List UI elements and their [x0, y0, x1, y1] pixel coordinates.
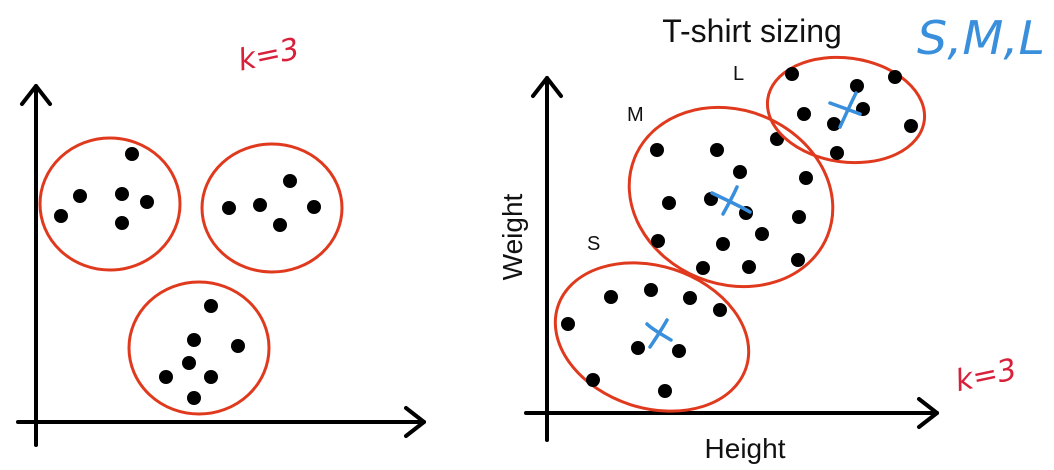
right-k-annotation: k=3	[952, 352, 1020, 399]
cluster-s: S	[553, 233, 751, 413]
right-y-arrowhead	[531, 76, 563, 98]
data-point	[204, 299, 218, 313]
data-point	[586, 373, 600, 387]
data-point	[273, 218, 287, 232]
data-point	[904, 119, 918, 133]
cluster-m-label: M	[627, 104, 644, 126]
data-point	[231, 339, 245, 353]
data-point	[182, 356, 196, 370]
data-point	[755, 227, 769, 241]
cluster-s-outline	[553, 261, 751, 413]
data-point	[696, 261, 710, 275]
left-cluster-2	[200, 142, 344, 274]
data-point	[253, 198, 267, 212]
data-point	[222, 201, 236, 215]
data-point	[159, 370, 173, 384]
data-point	[204, 370, 218, 384]
data-point	[662, 196, 676, 210]
x-axis-label: Height	[705, 433, 786, 464]
data-point	[561, 317, 575, 331]
left-cluster-1-outline	[38, 136, 182, 272]
cluster-s-label: S	[587, 233, 600, 255]
left-cluster-3-outline	[127, 280, 271, 416]
centroid-m-marker	[710, 185, 752, 216]
cluster-l-label: L	[733, 63, 744, 85]
cluster-m-outline	[627, 105, 835, 289]
data-point	[672, 344, 686, 358]
cluster-l: L	[733, 55, 927, 165]
left-axes	[16, 84, 426, 447]
data-point	[115, 216, 129, 230]
data-point	[283, 174, 297, 188]
size-note: S,M,L	[917, 11, 1045, 65]
centroid-s-marker	[645, 318, 673, 349]
data-point	[54, 209, 68, 223]
left-cluster-2-outline	[200, 142, 344, 274]
data-point	[850, 79, 864, 93]
data-point	[792, 210, 806, 224]
cluster-l-outline	[765, 55, 927, 165]
y-axis-label: Weight	[497, 193, 528, 280]
data-point	[644, 283, 658, 297]
data-point	[785, 67, 799, 81]
data-point	[604, 290, 618, 304]
data-point	[710, 143, 724, 157]
left-cluster-1	[38, 136, 182, 272]
data-point	[733, 165, 747, 179]
data-point	[791, 253, 805, 267]
data-point	[713, 303, 727, 317]
left-cluster-3	[127, 280, 271, 416]
centroid-l-marker	[828, 91, 862, 129]
data-point	[799, 171, 813, 185]
data-point	[307, 200, 321, 214]
cluster-m: M	[627, 104, 835, 289]
right-panel: T-shirt sizing S,M,L Height Weight S	[497, 11, 1045, 464]
data-point	[658, 384, 672, 398]
left-x-arrowhead	[404, 406, 426, 438]
right-title: T-shirt sizing	[662, 13, 842, 49]
data-point	[631, 341, 645, 355]
left-panel: k=3	[16, 32, 426, 447]
left-y-arrowhead	[20, 84, 52, 106]
data-point	[140, 195, 154, 209]
left-k-annotation: k=3	[235, 32, 303, 79]
data-point	[187, 391, 201, 405]
right-axes	[524, 76, 939, 442]
data-point	[742, 260, 756, 274]
data-point	[651, 234, 665, 248]
data-point	[187, 333, 201, 347]
data-point	[797, 107, 811, 121]
data-point	[830, 146, 844, 160]
data-point	[716, 237, 730, 251]
right-x-arrowhead	[917, 397, 939, 429]
data-point	[73, 189, 87, 203]
data-point	[115, 187, 129, 201]
data-point	[650, 143, 664, 157]
data-point	[888, 70, 902, 84]
data-point	[683, 291, 697, 305]
data-point	[125, 147, 139, 161]
data-point	[827, 117, 841, 131]
